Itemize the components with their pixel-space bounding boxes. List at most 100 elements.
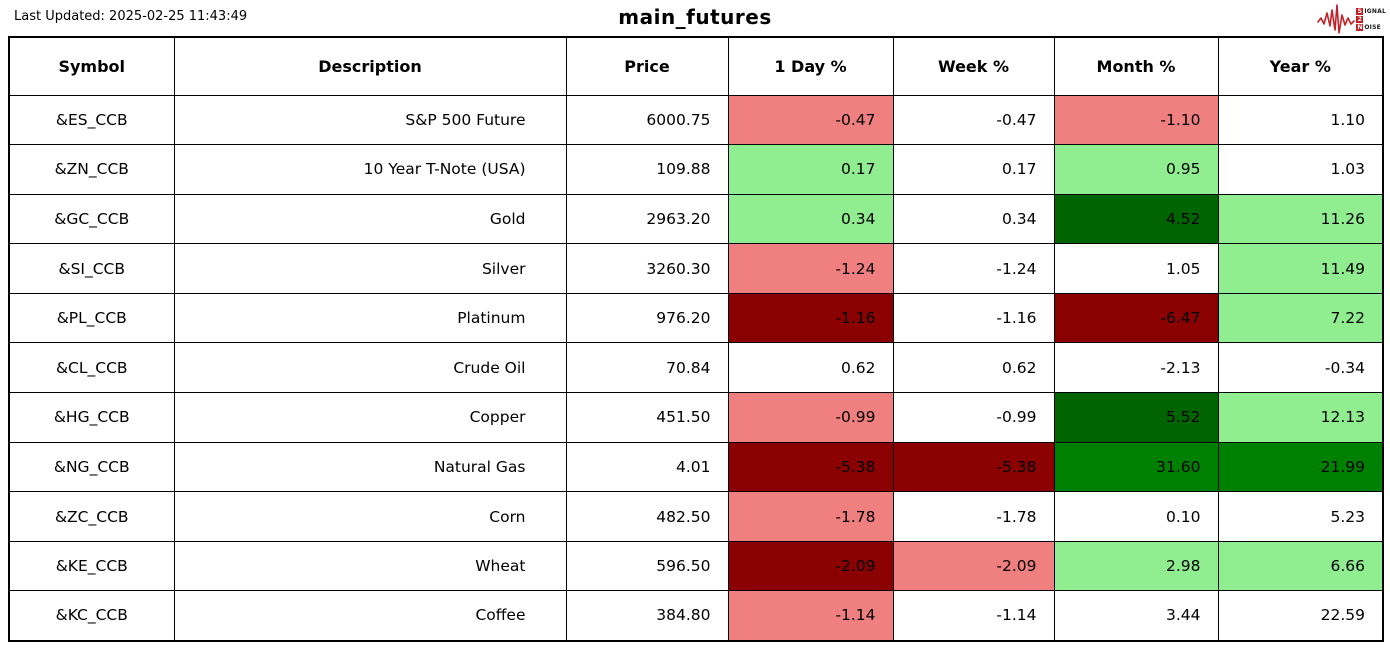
month-pct-cell: 3.44 [1053,590,1219,642]
day-pct-cell: -0.47 [727,94,894,146]
price-cell: 6000.75 [565,94,729,146]
description-cell: S&P 500 Future [173,94,567,146]
column-header-symbol: Symbol [8,36,175,96]
symbol-cell: &HG_CCB [8,392,175,443]
waveform-icon [1317,4,1356,34]
day-pct-cell: -1.14 [727,590,894,642]
logo-line-noise: N OISE [1356,23,1386,31]
day-pct-cell: -5.38 [727,441,894,493]
description-cell: 10 Year T-Note (USA) [173,144,567,195]
price-cell: 109.88 [565,144,729,195]
month-pct-cell: -2.13 [1053,342,1219,394]
column-header-week: Week % [892,36,1055,96]
description-cell: Natural Gas [173,441,567,493]
table-row: &HG_CCB Copper 451.50 -0.99 -0.99 5.52 12.13 [8,392,1384,443]
month-pct-cell: 0.95 [1053,144,1219,195]
table-body: &ES_CCB S&P 500 Future 6000.75 -0.47 -0.47 -1… [8,94,1384,642]
day-pct-cell: -0.99 [727,392,894,443]
table-row: &PL_CCB Platinum 976.20 -1.16 -1.16 -6.47 7.22 [8,292,1384,344]
logo-signal-rest: IGNAL [1364,7,1386,15]
day-pct-cell: -1.24 [727,243,894,294]
symbol-cell: &CL_CCB [8,342,175,394]
page-title: main_futures [618,5,772,29]
price-cell: 976.20 [565,292,729,344]
week-pct-cell: -1.24 [892,243,1055,294]
table-row: &NG_CCB Natural Gas 4.01 -5.38 -5.38 31.60 21.… [8,441,1384,493]
logo-text: S IGNAL 2 N OISE [1356,7,1386,31]
price-cell: 482.50 [565,491,729,542]
symbol-cell: &NG_CCB [8,441,175,493]
year-pct-cell: 1.03 [1217,144,1384,195]
logo-chip-n: N [1356,23,1364,31]
year-pct-cell: 12.13 [1217,392,1384,443]
table-row: &CL_CCB Crude Oil 70.84 0.62 0.62 -2.13 -0.34 [8,342,1384,394]
column-header-price: Price [565,36,729,96]
price-cell: 596.50 [565,540,729,592]
year-pct-cell: -0.34 [1217,342,1384,394]
day-pct-cell: -2.09 [727,540,894,592]
signal2noise-logo: S IGNAL 2 N OISE [1317,2,1386,36]
price-cell: 2963.20 [565,193,729,245]
price-cell: 4.01 [565,441,729,493]
week-pct-cell: -0.47 [892,94,1055,146]
logo-line-signal: S IGNAL [1356,7,1386,15]
year-pct-cell: 6.66 [1217,540,1384,592]
column-header-year: Year % [1217,36,1384,96]
table-row: &ZC_CCB Corn 482.50 -1.78 -1.78 0.10 5.23 [8,491,1384,542]
day-pct-cell: -1.16 [727,292,894,344]
symbol-cell: &ZC_CCB [8,491,175,542]
last-updated-timestamp: Last Updated: 2025-02-25 11:43:49 [14,9,248,24]
symbol-cell: &PL_CCB [8,292,175,344]
symbol-cell: &ZN_CCB [8,144,175,195]
month-pct-cell: -6.47 [1053,292,1219,344]
table-row: &ZN_CCB 10 Year T-Note (USA) 109.88 0.17 0.1… [8,144,1384,195]
logo-chip-s: S [1356,7,1364,15]
futures-table: Symbol Description Price 1 Day % Week % Month… [8,36,1384,642]
description-cell: Gold [173,193,567,245]
week-pct-cell: 0.34 [892,193,1055,245]
symbol-cell: &KE_CCB [8,540,175,592]
logo-line-two: 2 [1356,15,1386,23]
week-pct-cell: 0.17 [892,144,1055,195]
logo-noise-rest: OISE [1364,23,1381,31]
day-pct-cell: 0.17 [727,144,894,195]
table-row: &KE_CCB Wheat 596.50 -2.09 -2.09 2.98 6.66 [8,540,1384,592]
year-pct-cell: 11.26 [1217,193,1384,245]
header-row: Symbol Description Price 1 Day % Week % Month… [8,36,1384,96]
symbol-cell: &ES_CCB [8,94,175,146]
day-pct-cell: 0.62 [727,342,894,394]
month-pct-cell: 5.52 [1053,392,1219,443]
column-header-1-day: 1 Day % [727,36,894,96]
month-pct-cell: 2.98 [1053,540,1219,592]
week-pct-cell: -1.78 [892,491,1055,542]
table-row: &GC_CCB Gold 2963.20 0.34 0.34 4.52 11.26 [8,193,1384,245]
year-pct-cell: 11.49 [1217,243,1384,294]
week-pct-cell: -5.38 [892,441,1055,493]
column-header-description: Description [173,36,567,96]
year-pct-cell: 5.23 [1217,491,1384,542]
week-pct-cell: -1.14 [892,590,1055,642]
year-pct-cell: 22.59 [1217,590,1384,642]
week-pct-cell: -2.09 [892,540,1055,592]
logo-chip-2: 2 [1356,15,1364,23]
price-cell: 451.50 [565,392,729,443]
day-pct-cell: -1.78 [727,491,894,542]
price-cell: 3260.30 [565,243,729,294]
month-pct-cell: 0.10 [1053,491,1219,542]
week-pct-cell: 0.62 [892,342,1055,394]
column-header-month: Month % [1053,36,1219,96]
month-pct-cell: -1.10 [1053,94,1219,146]
description-cell: Copper [173,392,567,443]
symbol-cell: &GC_CCB [8,193,175,245]
week-pct-cell: -0.99 [892,392,1055,443]
month-pct-cell: 31.60 [1053,441,1219,493]
description-cell: Silver [173,243,567,294]
table-row: &ES_CCB S&P 500 Future 6000.75 -0.47 -0.47 -1… [8,94,1384,146]
description-cell: Crude Oil [173,342,567,394]
table-row: &SI_CCB Silver 3260.30 -1.24 -1.24 1.05 11.49 [8,243,1384,294]
month-pct-cell: 1.05 [1053,243,1219,294]
year-pct-cell: 21.99 [1217,441,1384,493]
symbol-cell: &SI_CCB [8,243,175,294]
price-cell: 70.84 [565,342,729,394]
